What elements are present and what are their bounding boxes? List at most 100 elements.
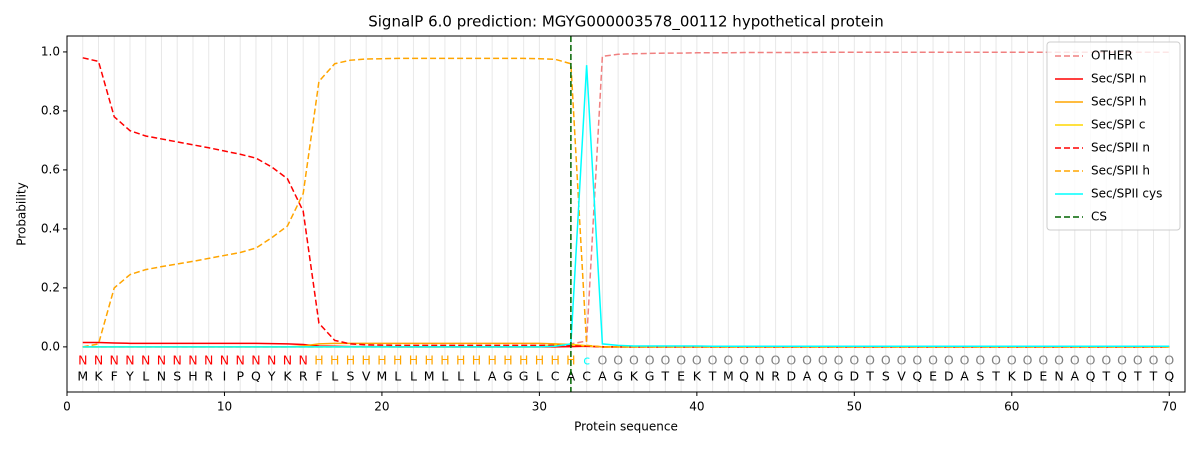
residue: A [598,368,607,383]
series-line [82,57,1170,348]
series-line [82,65,1170,348]
region-label: N [283,352,292,367]
residue: Q [1117,368,1127,383]
region-label: O [1149,352,1159,367]
y-tick-label: 0.4 [41,221,60,235]
region-label: N [94,352,103,367]
residue: A [567,368,576,383]
region-label: H [519,352,528,367]
residue: L [473,368,480,383]
region-label: O [865,352,875,367]
region-label: O [897,352,907,367]
x-tick-label: 40 [689,400,704,414]
residue: D [850,368,860,383]
residue: K [283,368,292,383]
residue: C [582,368,591,383]
residue: K [94,368,103,383]
residue: N [755,368,764,383]
residue: S [976,368,984,383]
residue: H [188,368,197,383]
region-label: O [786,352,796,367]
region-label: H [456,352,465,367]
residue: D [787,368,797,383]
residue: M [377,368,388,383]
region-label: N [125,352,134,367]
series-line [82,57,1170,348]
residue: G [503,368,513,383]
residue: S [346,368,354,383]
region-label: O [1038,352,1048,367]
region-label: O [960,352,970,367]
residue: L [394,368,401,383]
residue: G [645,368,655,383]
residue: T [991,368,1000,383]
region-label: H [472,352,481,367]
residue: M [723,368,734,383]
region-label: H [535,352,544,367]
region-label: N [78,352,87,367]
region-label: H [550,352,559,367]
region-label: N [251,352,260,367]
residue: R [204,368,213,383]
residue: T [708,368,717,383]
plot-frame [66,35,1186,393]
residue: Q [1086,368,1096,383]
x-tick-label: 60 [1004,400,1019,414]
legend-label: CS [1091,210,1107,224]
region-label: O [1086,352,1096,367]
residue: V [897,368,906,383]
region-label: N [236,352,245,367]
region-label: O [723,352,733,367]
residue: N [157,368,166,383]
region-label: H [330,352,339,367]
region-label: O [1117,352,1127,367]
region-label: O [739,352,749,367]
residue: T [661,368,670,383]
region-label: c [583,352,590,367]
legend-box [1046,41,1181,231]
region-label: H [409,352,418,367]
residue: L [457,368,464,383]
residue: Q [739,368,749,383]
residue: Q [1164,368,1174,383]
residue: A [803,368,812,383]
region-label: O [834,352,844,367]
y-axis-label: Probability [15,182,29,245]
residue: R [299,368,308,383]
x-tick-label: 0 [63,400,71,414]
region-label: N [220,352,229,367]
y-tick-label: 0.6 [41,162,60,176]
x-tick-label: 30 [532,400,547,414]
region-label: O [881,352,891,367]
region-label: O [645,352,655,367]
region-label: N [204,352,213,367]
region-label: O [912,352,922,367]
region-label: N [299,352,308,367]
y-tick-label: 0.2 [41,280,60,294]
residue: G [613,368,623,383]
residue: S [882,368,890,383]
residue: D [944,368,954,383]
region-label: N [267,352,276,367]
residue: L [142,368,149,383]
residue: K [1008,368,1017,383]
region-label: O [1007,352,1017,367]
legend-label: Sec/SPI c [1091,118,1145,132]
region-label: N [173,352,182,367]
region-label: N [188,352,197,367]
region-label: O [660,352,670,367]
x-axis-label: Protein sequence [574,420,678,434]
region-label: H [440,352,449,367]
residue: K [693,368,702,383]
region-label: H [487,352,496,367]
legend-label: Sec/SPII n [1091,141,1150,155]
region-label: O [1070,352,1080,367]
region-label: H [361,352,370,367]
region-label: H [424,352,433,367]
residue: E [1039,368,1047,383]
region-label: O [597,352,607,367]
residue: N [1054,368,1063,383]
legend-label: Sec/SPII cys [1091,187,1162,201]
residue: E [677,368,685,383]
